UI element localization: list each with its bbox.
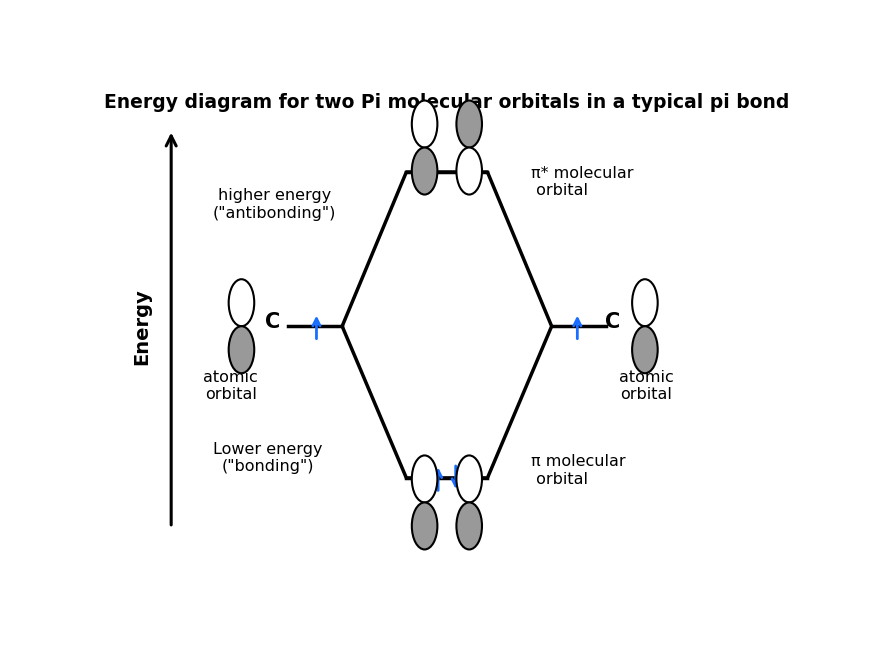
- Ellipse shape: [228, 279, 255, 326]
- Text: C: C: [605, 312, 620, 332]
- Text: atomic
orbital: atomic orbital: [203, 370, 258, 402]
- Text: C: C: [265, 312, 280, 332]
- Ellipse shape: [412, 147, 438, 194]
- Ellipse shape: [412, 455, 438, 503]
- Text: higher energy
("antibonding"): higher energy ("antibonding"): [213, 188, 337, 220]
- Ellipse shape: [456, 147, 482, 194]
- Ellipse shape: [456, 455, 482, 503]
- Text: π* molecular
 orbital: π* molecular orbital: [531, 166, 634, 198]
- Text: Energy: Energy: [132, 288, 151, 364]
- Ellipse shape: [632, 279, 657, 326]
- Text: atomic
orbital: atomic orbital: [619, 370, 674, 402]
- Ellipse shape: [412, 101, 438, 147]
- Text: π molecular
 orbital: π molecular orbital: [531, 454, 626, 486]
- Ellipse shape: [228, 326, 255, 373]
- Ellipse shape: [412, 503, 438, 550]
- Ellipse shape: [456, 503, 482, 550]
- Ellipse shape: [632, 326, 657, 373]
- Ellipse shape: [456, 101, 482, 147]
- Text: Lower energy
("bonding"): Lower energy ("bonding"): [213, 442, 323, 474]
- Text: Energy diagram for two Pi molecular orbitals in a typical pi bond: Energy diagram for two Pi molecular orbi…: [105, 94, 789, 112]
